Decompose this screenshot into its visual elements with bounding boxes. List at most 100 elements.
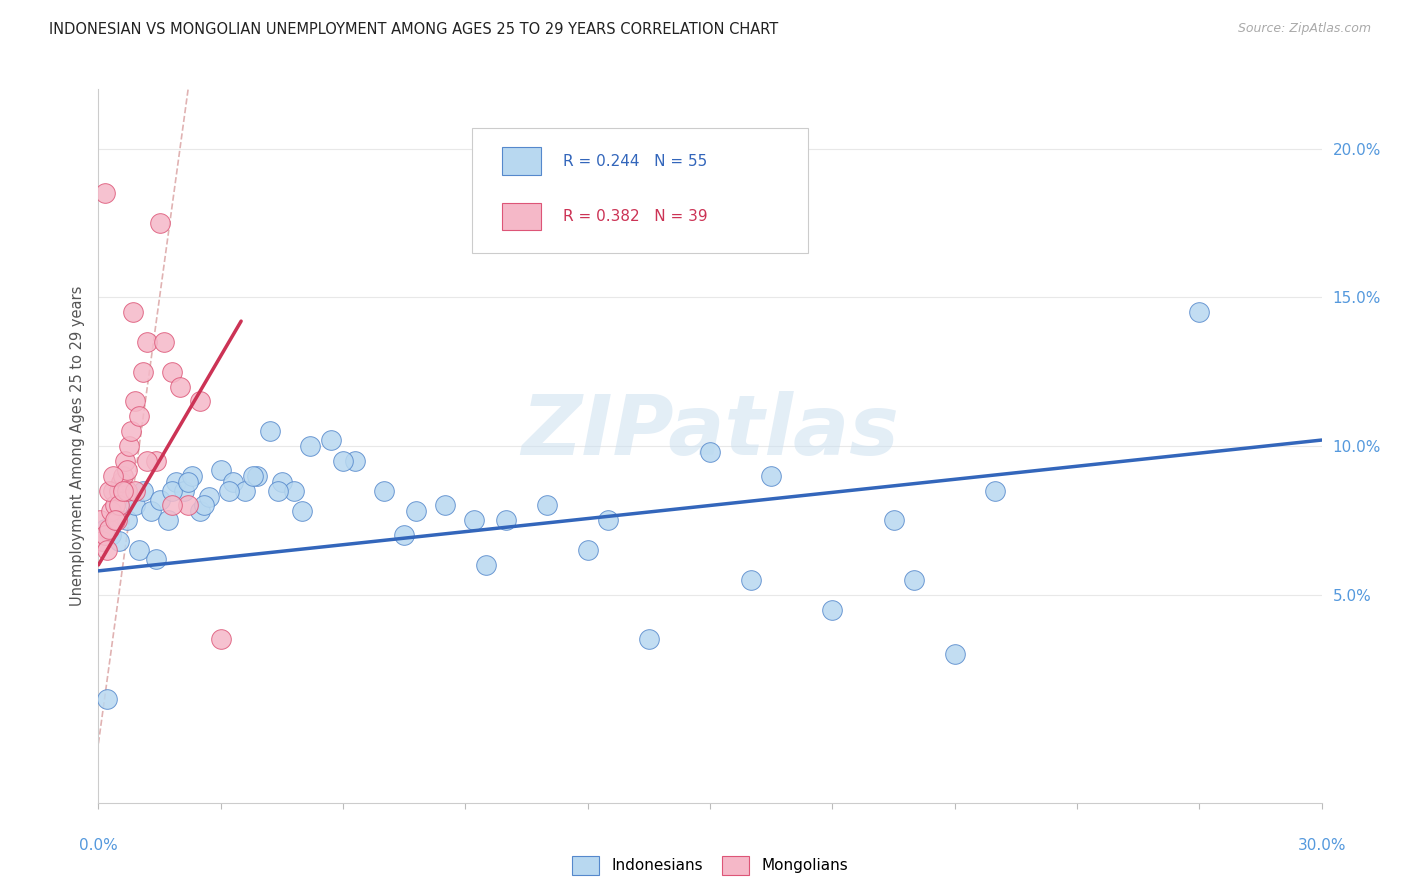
Text: ZIPatlas: ZIPatlas [522, 391, 898, 472]
Point [392, 528, 416, 542]
Point [576, 543, 599, 558]
Point [149, 216, 172, 230]
Point [136, 334, 159, 349]
Point [209, 632, 232, 647]
Point [169, 379, 191, 393]
Point [93, 186, 115, 201]
Point [1188, 305, 1211, 319]
Point [332, 454, 354, 468]
Point [188, 504, 212, 518]
Point [108, 499, 131, 513]
Point [173, 483, 195, 498]
Point [114, 454, 136, 468]
Point [259, 424, 281, 438]
Point [91, 534, 114, 549]
Point [177, 475, 200, 489]
Point [111, 483, 134, 498]
Point [128, 543, 150, 558]
Point [122, 305, 145, 319]
Text: R = 0.382   N = 39: R = 0.382 N = 39 [564, 210, 707, 224]
Point [242, 468, 264, 483]
Point [319, 433, 342, 447]
Y-axis label: Unemployment Among Ages 25 to 29 years: Unemployment Among Ages 25 to 29 years [69, 285, 84, 607]
Point [193, 499, 215, 513]
Point [209, 463, 232, 477]
Point [101, 483, 124, 498]
Point [283, 483, 305, 498]
Point [821, 602, 844, 616]
Point [344, 454, 367, 468]
Point [699, 445, 721, 459]
Point [218, 483, 240, 498]
Legend: Indonesians, Mongolians: Indonesians, Mongolians [565, 850, 855, 880]
Point [89, 513, 111, 527]
Point [759, 468, 782, 483]
Point [110, 475, 132, 489]
Point [128, 409, 150, 424]
Point [93, 522, 115, 536]
Point [111, 468, 134, 483]
FancyBboxPatch shape [471, 128, 808, 253]
Point [149, 492, 172, 507]
Point [100, 528, 122, 542]
Text: INDONESIAN VS MONGOLIAN UNEMPLOYMENT AMONG AGES 25 TO 29 YEARS CORRELATION CHART: INDONESIAN VS MONGOLIAN UNEMPLOYMENT AMO… [49, 22, 779, 37]
Point [267, 483, 290, 498]
Point [124, 394, 146, 409]
Point [474, 558, 498, 572]
Point [108, 483, 131, 498]
Point [145, 454, 167, 468]
Point [141, 504, 163, 518]
Point [115, 483, 138, 498]
Point [105, 513, 128, 527]
Point [97, 483, 120, 498]
Point [96, 691, 118, 706]
Point [373, 483, 395, 498]
Text: 30.0%: 30.0% [1298, 838, 1346, 854]
Point [104, 499, 127, 513]
Point [495, 513, 517, 527]
Text: Source: ZipAtlas.com: Source: ZipAtlas.com [1237, 22, 1371, 36]
Point [536, 499, 558, 513]
Point [463, 513, 485, 527]
Point [145, 552, 167, 566]
Point [93, 528, 115, 542]
Point [433, 499, 456, 513]
FancyBboxPatch shape [502, 203, 541, 230]
Point [299, 439, 322, 453]
Point [115, 463, 138, 477]
Point [132, 365, 155, 379]
Point [405, 504, 427, 518]
Point [152, 334, 174, 349]
Point [165, 475, 187, 489]
Point [156, 513, 179, 527]
Point [160, 483, 183, 498]
Text: 0.0%: 0.0% [79, 838, 118, 854]
Point [943, 647, 966, 661]
Point [197, 490, 219, 504]
Text: R = 0.244   N = 55: R = 0.244 N = 55 [564, 153, 707, 169]
Point [120, 424, 142, 438]
Point [136, 454, 159, 468]
Point [984, 483, 1007, 498]
Point [233, 483, 256, 498]
Point [740, 573, 762, 587]
Point [177, 499, 200, 513]
Point [96, 543, 118, 558]
Point [637, 632, 661, 647]
Point [903, 573, 925, 587]
Point [270, 475, 294, 489]
Point [596, 513, 619, 527]
Point [104, 513, 127, 527]
Point [246, 468, 269, 483]
Point [883, 513, 905, 527]
Point [100, 504, 122, 518]
FancyBboxPatch shape [502, 147, 541, 175]
Point [101, 468, 124, 483]
Point [188, 394, 212, 409]
Point [181, 468, 204, 483]
Point [115, 513, 138, 527]
Point [124, 483, 146, 498]
Point [222, 475, 245, 489]
Point [160, 499, 183, 513]
Point [124, 499, 146, 513]
